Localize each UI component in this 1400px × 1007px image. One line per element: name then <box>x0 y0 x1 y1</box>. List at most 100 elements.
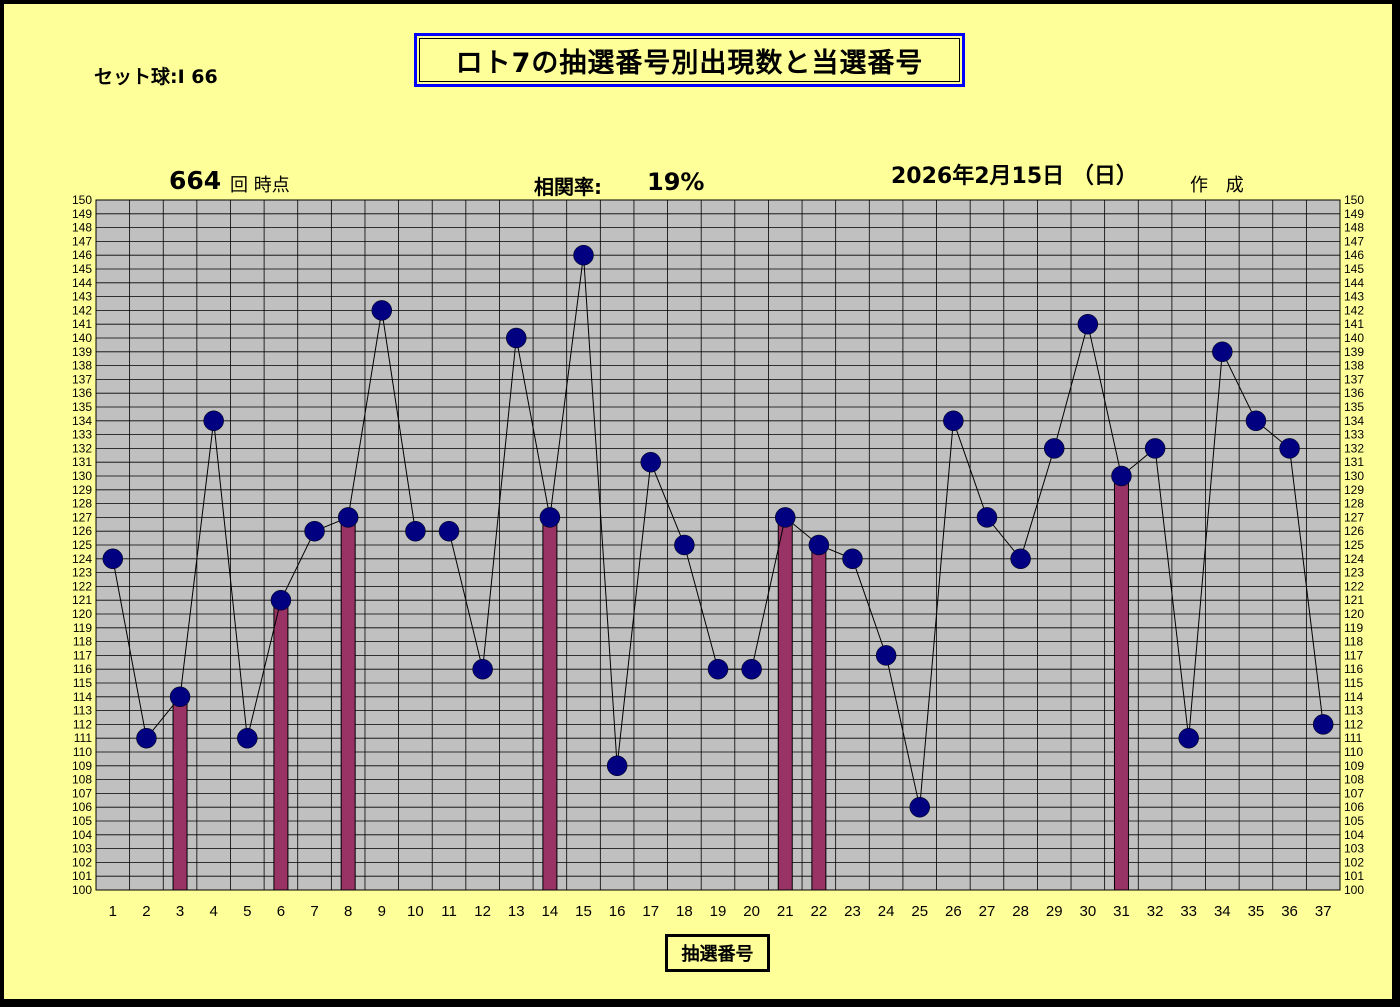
y-tick-label-right: 150 <box>1344 193 1364 207</box>
y-tick-label-left: 104 <box>72 828 92 842</box>
y-tick-label-left: 148 <box>72 221 92 235</box>
y-tick-label-right: 148 <box>1344 221 1364 235</box>
y-tick-label-left: 141 <box>72 317 92 331</box>
y-tick-label-left: 123 <box>72 566 92 580</box>
y-tick-label-left: 119 <box>73 621 92 635</box>
winning-bar <box>542 516 558 891</box>
y-tick-label-left: 128 <box>72 497 92 511</box>
y-tick-label-right: 102 <box>1344 855 1364 869</box>
y-tick-label-left: 137 <box>72 372 92 386</box>
data-point <box>842 548 863 570</box>
created-label: 作 成 <box>1190 175 1250 196</box>
y-tick-label-right: 125 <box>1344 538 1364 552</box>
x-tick-label: 4 <box>210 903 218 920</box>
data-point <box>640 451 662 473</box>
y-tick-label-right: 129 <box>1344 483 1364 497</box>
data-point <box>270 589 292 611</box>
y-tick-label-left: 100 <box>72 883 92 897</box>
y-tick-label-left: 131 <box>72 455 92 469</box>
data-point <box>304 520 325 542</box>
x-tick-label: 32 <box>1147 903 1164 920</box>
data-point <box>1010 548 1031 570</box>
y-tick-label-left: 108 <box>72 773 92 787</box>
chart-title: ロト7の抽選番号別出現数と当選番号 <box>419 38 960 82</box>
y-tick-label-right: 147 <box>1344 234 1364 248</box>
y-tick-label-left: 149 <box>72 207 92 221</box>
y-tick-label-right: 100 <box>1344 883 1364 897</box>
x-axis-label: 抽選番号 <box>665 934 770 972</box>
data-point <box>539 507 561 528</box>
set-ball-label: セット球:I 66 <box>94 66 218 88</box>
x-tick-label: 5 <box>243 903 251 920</box>
y-tick-label-right: 149 <box>1344 207 1364 221</box>
y-tick-label-left: 124 <box>72 552 92 566</box>
x-tick-label: 24 <box>878 903 895 920</box>
y-tick-label-right: 141 <box>1344 317 1364 331</box>
winning-bar <box>777 516 793 891</box>
y-tick-label-right: 137 <box>1344 372 1364 386</box>
data-point <box>774 507 796 528</box>
y-tick-label-right: 107 <box>1344 786 1364 800</box>
y-tick-label-left: 133 <box>72 428 92 442</box>
y-tick-label-left: 111 <box>74 731 93 745</box>
data-point <box>102 548 124 570</box>
y-tick-label-right: 138 <box>1344 359 1364 373</box>
y-tick-label-left: 135 <box>72 400 92 414</box>
data-point <box>943 410 964 432</box>
data-point <box>136 727 157 749</box>
y-tick-label-right: 101 <box>1344 869 1364 883</box>
y-tick-label-left: 140 <box>72 331 92 345</box>
data-point <box>674 534 695 556</box>
y-tick-label-right: 111 <box>1344 731 1363 745</box>
y-tick-label-right: 130 <box>1344 469 1364 483</box>
y-tick-label-left: 115 <box>73 676 92 690</box>
x-tick-label: 21 <box>777 903 794 920</box>
y-tick-label-left: 122 <box>72 579 92 593</box>
data-point <box>472 658 493 680</box>
y-tick-label-right: 119 <box>1344 621 1363 635</box>
y-tick-label-right: 109 <box>1344 759 1364 773</box>
x-tick-label: 26 <box>945 903 962 920</box>
y-tick-label-left: 136 <box>72 386 92 400</box>
y-tick-label-left: 105 <box>72 814 92 828</box>
report-date: 2026年2月15日 （日） <box>891 164 1138 189</box>
y-tick-label-right: 114 <box>1344 690 1363 704</box>
y-tick-label-left: 130 <box>72 469 92 483</box>
x-tick-label: 10 <box>407 903 424 920</box>
correlation-label: 相関率: <box>534 175 602 199</box>
y-tick-label-left: 109 <box>72 759 92 773</box>
x-tick-label: 16 <box>609 903 626 920</box>
x-tick-label: 13 <box>508 903 525 920</box>
data-point <box>909 796 930 818</box>
y-tick-label-right: 134 <box>1344 414 1364 428</box>
y-tick-label-left: 144 <box>72 276 92 290</box>
y-tick-label-left: 112 <box>73 717 92 731</box>
y-tick-label-left: 118 <box>73 635 92 649</box>
data-point <box>1245 410 1267 432</box>
data-point <box>506 327 527 349</box>
data-point <box>573 244 594 266</box>
y-tick-label-right: 103 <box>1344 842 1364 856</box>
y-tick-label-left: 114 <box>73 690 92 704</box>
y-tick-label-right: 140 <box>1344 331 1364 345</box>
x-tick-label: 20 <box>743 903 760 920</box>
x-tick-label: 3 <box>176 903 184 920</box>
y-tick-label-left: 150 <box>72 193 92 207</box>
y-tick-label-right: 144 <box>1344 276 1364 290</box>
y-tick-label-right: 116 <box>1344 662 1363 676</box>
y-tick-label-right: 121 <box>1344 593 1364 607</box>
x-tick-label: 12 <box>474 903 491 920</box>
data-point <box>1279 438 1300 459</box>
x-tick-label: 7 <box>310 903 318 920</box>
x-tick-label: 31 <box>1113 903 1130 920</box>
y-tick-label-left: 146 <box>72 248 92 262</box>
x-tick-label: 15 <box>575 903 592 920</box>
data-point <box>1178 727 1199 749</box>
y-tick-label-left: 116 <box>73 662 92 676</box>
y-tick-label-right: 143 <box>1344 290 1364 304</box>
data-point <box>405 520 426 542</box>
correlation-value: 19% <box>647 168 705 196</box>
y-tick-label-right: 146 <box>1344 248 1364 262</box>
y-tick-label-right: 105 <box>1344 814 1364 828</box>
